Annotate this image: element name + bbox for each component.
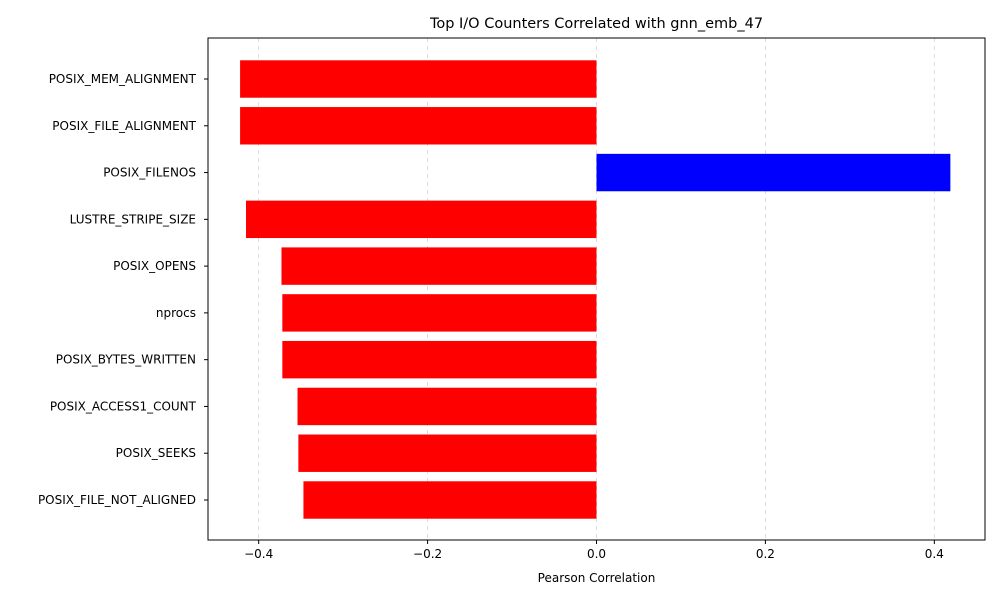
bar-posix-bytes-written	[282, 340, 597, 379]
y-tick-label: nprocs	[156, 306, 196, 320]
y-tick-label: POSIX_SEEKS	[116, 446, 196, 460]
y-tick-label: POSIX_FILE_NOT_ALIGNED	[38, 493, 196, 507]
y-axis-ticks: POSIX_MEM_ALIGNMENT POSIX_FILE_ALIGNMENT P…	[38, 72, 208, 507]
bar-posix-mem-alignment	[240, 60, 597, 98]
bars	[240, 60, 951, 519]
bar-nprocs	[282, 294, 597, 332]
y-tick-label: LUSTRE_STRIPE_SIZE	[70, 212, 196, 226]
x-tick-label: −0.2	[413, 547, 442, 561]
x-tick-label: −0.4	[244, 547, 273, 561]
bar-posix-opens	[281, 247, 597, 285]
bar-posix-file-not-aligned	[303, 481, 597, 519]
x-tick-label: 0.2	[756, 547, 775, 561]
bar-posix-access1-count	[297, 387, 597, 426]
y-tick-label: POSIX_MEM_ALIGNMENT	[49, 72, 197, 86]
bar-posix-filenos	[596, 153, 951, 192]
x-tick-label: 0.0	[587, 547, 606, 561]
bar-lustre-stripe-size	[246, 200, 597, 239]
y-tick-label: POSIX_OPENS	[113, 259, 196, 273]
bar-posix-file-alignment	[240, 107, 597, 145]
y-tick-label: POSIX_FILENOS	[103, 166, 196, 180]
y-tick-label: POSIX_ACCESS1_COUNT	[50, 399, 197, 413]
chart-title: Top I/O Counters Correlated with gnn_emb…	[429, 16, 763, 32]
x-axis-ticks: −0.4 −0.2 0.0 0.2 0.4	[244, 540, 944, 561]
y-tick-label: POSIX_FILE_ALIGNMENT	[52, 119, 196, 133]
bar-posix-seeks	[298, 434, 597, 472]
y-tick-label: POSIX_BYTES_WRITTEN	[56, 353, 196, 367]
x-tick-label: 0.4	[925, 547, 944, 561]
x-axis-label: Pearson Correlation	[538, 571, 656, 585]
